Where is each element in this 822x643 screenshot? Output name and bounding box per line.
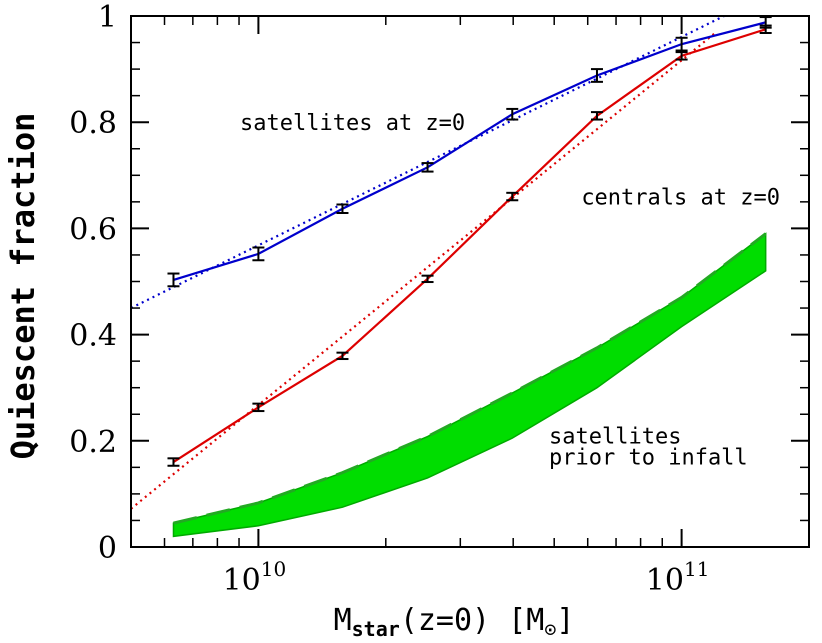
centrals-point	[421, 274, 434, 284]
x-tick-exponent: 11	[684, 557, 709, 581]
centrals-point	[252, 402, 265, 413]
satellites-point	[506, 107, 519, 121]
x-tick-label: 1010	[223, 557, 287, 598]
centrals-point	[759, 24, 772, 34]
fit-lines	[131, 16, 725, 510]
satellites-fit-line	[131, 16, 725, 310]
y-tick-label: 0.8	[69, 106, 117, 141]
x-axis-label: Mstar(z=0) [M⊙]	[334, 603, 575, 641]
satellites-point	[252, 246, 265, 262]
satellites-point	[590, 68, 603, 83]
x-tick-base: 10	[646, 563, 684, 598]
satellites-point	[336, 203, 349, 215]
annotation-label: satellites at z=0	[240, 111, 465, 136]
centrals-point	[590, 111, 603, 121]
satellites-line	[173, 21, 766, 281]
annotation-label: satellites	[549, 424, 681, 449]
satellites-point	[421, 162, 434, 173]
y-tick-label: 0.6	[69, 212, 117, 247]
centrals-line	[172, 28, 767, 463]
centrals-point	[167, 457, 180, 467]
series-lines	[172, 21, 767, 463]
axis-ticks	[130, 15, 810, 548]
centrals-point	[506, 191, 519, 202]
centrals-point	[675, 51, 688, 61]
x-tick-exponent: 10	[261, 557, 286, 581]
annotation-label: prior to infall	[549, 446, 748, 471]
y-tick-label: 1	[98, 0, 117, 35]
y-tick-label: 0.2	[69, 425, 117, 460]
y-tick-label: 0	[98, 531, 117, 566]
band-layer	[172, 232, 767, 538]
y-tick-label: 0.4	[69, 319, 117, 354]
satellites-point	[167, 272, 180, 288]
annotations: satellites at z=0 centrals at z=0 satellit…	[240, 111, 780, 471]
y-axis-label: Quiescent fraction	[4, 113, 42, 460]
centrals-point	[336, 351, 349, 361]
satellites-point	[675, 36, 688, 52]
annotation-label: centrals at z=0	[581, 186, 780, 211]
satellites-prior-to-infall-band	[172, 232, 767, 538]
satellites-prior-to-infall-upper-edge	[173, 232, 767, 525]
error-bars	[167, 16, 772, 467]
x-tick-label: 1011	[646, 557, 710, 598]
x-tick-base: 10	[223, 563, 261, 598]
